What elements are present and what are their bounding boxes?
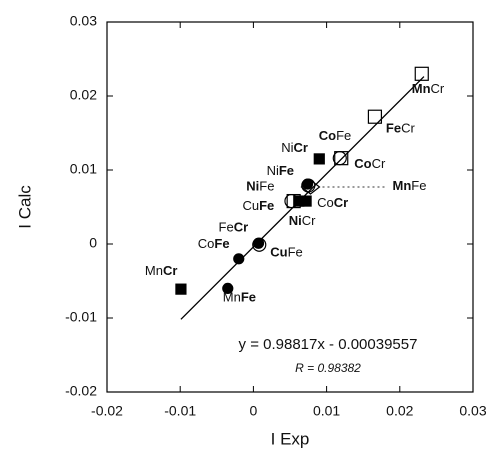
x-tick-label: 0.02 bbox=[386, 403, 413, 419]
point bbox=[175, 283, 187, 295]
point-label: MnFe bbox=[223, 290, 256, 305]
point-label: MnCr bbox=[412, 81, 445, 96]
label-part: Cr bbox=[234, 220, 248, 235]
label-part: Cr bbox=[431, 81, 445, 96]
label-part: Fe bbox=[259, 179, 274, 194]
point-label: NiFe bbox=[246, 179, 274, 194]
y-tick-label: -0.02 bbox=[65, 383, 97, 399]
label-part: Fe bbox=[241, 290, 256, 305]
point bbox=[414, 66, 429, 81]
y-tick-label: -0.01 bbox=[65, 309, 97, 325]
x-tick-label: 0.01 bbox=[313, 403, 340, 419]
label-part: Ni bbox=[267, 163, 279, 178]
label-part: Fe bbox=[411, 178, 426, 193]
point bbox=[300, 195, 312, 207]
y-tick-label: 0.01 bbox=[70, 161, 97, 177]
label-part: Cr bbox=[294, 140, 308, 155]
point-label: CuFe bbox=[242, 199, 274, 214]
point bbox=[334, 151, 349, 166]
label-part: Ni bbox=[246, 179, 259, 194]
point-label: FeCr bbox=[386, 121, 416, 136]
label-part: Mn bbox=[145, 264, 163, 279]
label-part: Fe bbox=[259, 199, 274, 214]
label-part: Cr bbox=[302, 214, 316, 229]
x-tick-label: 0.03 bbox=[459, 403, 486, 419]
label-part: Co bbox=[317, 196, 334, 211]
y-axis-label: I Calc bbox=[15, 185, 34, 229]
label-part: Co bbox=[198, 236, 215, 251]
label-part: Mn bbox=[223, 290, 241, 305]
label-part: Fe bbox=[219, 220, 234, 235]
label-part: Cr bbox=[372, 157, 386, 172]
label-part: Ni bbox=[281, 140, 293, 155]
point-label: NiCr bbox=[289, 214, 316, 229]
label-part: Cr bbox=[163, 264, 177, 279]
point-label: CuFe bbox=[270, 245, 303, 260]
point bbox=[301, 178, 316, 193]
label-part: Fe bbox=[386, 121, 401, 136]
label-part: Cu bbox=[242, 199, 259, 214]
label-part: Ni bbox=[289, 214, 302, 229]
point-label: NiCr bbox=[281, 140, 308, 155]
equation: y = 0.98817x - 0.00039557 bbox=[239, 336, 418, 353]
label-part: Fe bbox=[288, 245, 303, 260]
label-part: Fe bbox=[279, 163, 294, 178]
point-label: MnFe bbox=[392, 178, 426, 193]
y-tick-label: 0.02 bbox=[70, 87, 97, 103]
point-label: CoCr bbox=[354, 157, 386, 172]
label-part: Fe bbox=[336, 129, 351, 144]
plot-frame bbox=[106, 21, 474, 393]
label-part: Co bbox=[319, 129, 336, 144]
r-value: R = 0.98382 bbox=[295, 361, 361, 375]
point-label: CoCr bbox=[317, 196, 348, 211]
label-part: Mn bbox=[392, 178, 411, 193]
x-axis-label: I Exp bbox=[271, 429, 310, 448]
x-tick-label: -0.02 bbox=[91, 403, 123, 419]
x-tick-label: 0 bbox=[250, 403, 258, 419]
point bbox=[222, 282, 234, 294]
label-part: Cr bbox=[401, 121, 415, 136]
point bbox=[367, 109, 383, 124]
label-part: Cr bbox=[334, 196, 348, 211]
point-label: CoFe bbox=[198, 236, 230, 251]
label-part: Fe bbox=[214, 236, 229, 251]
point bbox=[233, 253, 245, 265]
point-label: MnCr bbox=[145, 264, 178, 279]
point-label: FeCr bbox=[219, 220, 249, 235]
label-part: Cu bbox=[270, 245, 287, 260]
y-tick-label: 0.03 bbox=[70, 13, 97, 29]
label-part: Mn bbox=[412, 81, 431, 96]
point bbox=[313, 153, 325, 165]
point-label: NiFe bbox=[267, 163, 294, 178]
label-part: Co bbox=[354, 157, 371, 172]
point bbox=[252, 237, 267, 252]
y-tick-label: 0 bbox=[89, 235, 97, 251]
point-label: CoFe bbox=[319, 129, 352, 144]
x-tick-label: -0.01 bbox=[164, 403, 196, 419]
